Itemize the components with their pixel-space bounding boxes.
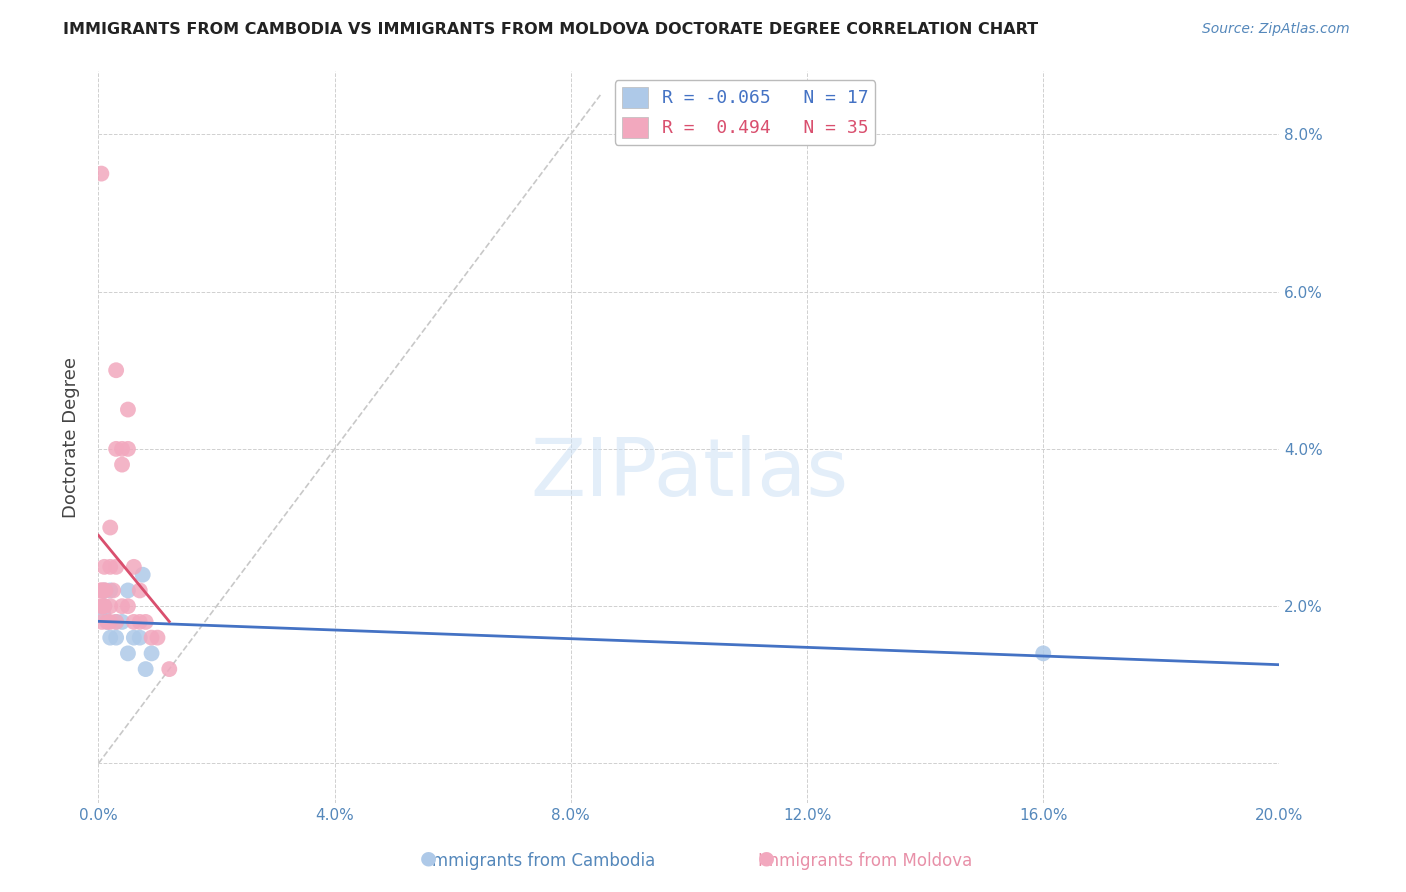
Text: ●: ● (420, 848, 437, 867)
Point (128, 631, 150, 645)
Point (90, 599, 112, 614)
Text: ZIPatlas: ZIPatlas (530, 434, 848, 513)
Point (96, 615, 118, 629)
Point (90, 167, 112, 181)
Text: Immigrants from Moldova: Immigrants from Moldova (758, 852, 972, 870)
Point (105, 615, 128, 629)
Point (91, 607, 114, 621)
Point (105, 442, 128, 456)
Legend: R = -0.065   N = 17, R =  0.494   N = 35: R = -0.065 N = 17, R = 0.494 N = 35 (614, 80, 876, 145)
Point (93, 559, 115, 574)
Point (135, 615, 157, 629)
Point (146, 631, 169, 645)
Point (132, 567, 155, 582)
Point (93, 599, 115, 614)
Point (141, 646, 163, 660)
Point (117, 646, 139, 660)
Point (98, 559, 121, 574)
Point (105, 559, 128, 574)
Point (117, 402, 139, 417)
Point (105, 363, 128, 377)
Point (91, 615, 114, 629)
Point (105, 615, 128, 629)
Point (111, 615, 134, 629)
Point (98, 631, 121, 645)
Text: Source: ZipAtlas.com: Source: ZipAtlas.com (1202, 22, 1350, 37)
Point (93, 599, 115, 614)
Point (135, 662, 157, 676)
Point (111, 458, 134, 472)
Point (105, 631, 128, 645)
Point (111, 599, 134, 614)
Point (91, 599, 114, 614)
Point (128, 583, 150, 598)
Point (111, 442, 134, 456)
Point (122, 615, 145, 629)
Point (93, 583, 115, 598)
Y-axis label: Doctorate Degree: Doctorate Degree (62, 357, 80, 517)
Point (117, 583, 139, 598)
Point (141, 631, 163, 645)
Point (117, 442, 139, 456)
Text: Immigrants from Cambodia: Immigrants from Cambodia (427, 852, 655, 870)
Point (1032, 646, 1054, 660)
Text: ●: ● (758, 848, 775, 867)
Point (98, 520, 121, 534)
Point (122, 631, 145, 645)
Point (122, 559, 145, 574)
Point (98, 583, 121, 598)
Point (98, 599, 121, 614)
Point (89, 583, 111, 598)
Point (128, 615, 150, 629)
Point (93, 583, 115, 598)
Point (98, 615, 121, 629)
Point (157, 662, 180, 676)
Point (94, 583, 117, 598)
Point (96, 615, 118, 629)
Point (117, 599, 139, 614)
Point (103, 583, 125, 598)
Point (91, 583, 114, 598)
Text: IMMIGRANTS FROM CAMBODIA VS IMMIGRANTS FROM MOLDOVA DOCTORATE DEGREE CORRELATION: IMMIGRANTS FROM CAMBODIA VS IMMIGRANTS F… (63, 22, 1039, 37)
Point (90, 583, 112, 598)
